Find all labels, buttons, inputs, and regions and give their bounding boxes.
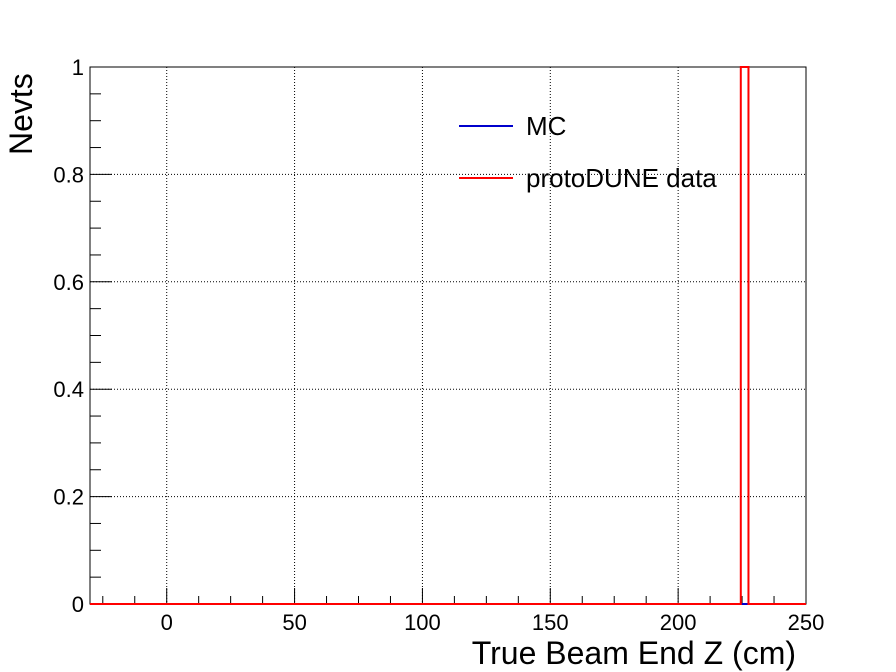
legend-label: protoDUNE data xyxy=(526,163,717,193)
x-axis-title: True Beam End Z (cm) xyxy=(472,635,796,671)
x-tick-labels: 0 50 100 150 200 250 xyxy=(161,610,825,635)
y-tick-label: 0.4 xyxy=(53,377,84,402)
axis-ticks xyxy=(90,66,807,605)
x-tick-label: 250 xyxy=(788,610,825,635)
series-protodune-data xyxy=(90,66,806,605)
y-tick-label: 0.6 xyxy=(53,270,84,295)
y-tick-label: 0 xyxy=(72,592,84,617)
plot-frame xyxy=(89,66,807,605)
legend: MC protoDUNE data xyxy=(459,111,717,193)
x-tick-label: 150 xyxy=(532,610,569,635)
series-layer xyxy=(90,66,806,605)
x-tick-label: 200 xyxy=(660,610,697,635)
x-tick-label: 100 xyxy=(404,610,441,635)
y-axis-title: Nevts xyxy=(3,73,39,155)
y-tick-label: 0.8 xyxy=(53,162,84,187)
y-tick-label: 1 xyxy=(72,55,84,80)
x-tick-label: 50 xyxy=(282,610,306,635)
grid xyxy=(90,67,806,604)
y-tick-labels: 0 0.2 0.4 0.6 0.8 1 xyxy=(53,55,84,617)
y-tick-label: 0.2 xyxy=(53,485,84,510)
legend-label: MC xyxy=(526,111,566,141)
x-tick-label: 0 xyxy=(161,610,173,635)
